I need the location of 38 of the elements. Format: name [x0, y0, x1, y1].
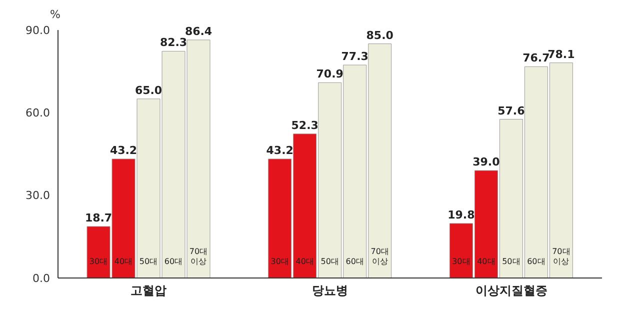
data-label: 86.4	[184, 24, 212, 38]
data-label: 52.3	[291, 118, 318, 132]
text: 30대	[270, 257, 289, 266]
text: 70대 이상	[370, 247, 389, 266]
data-label: 19.8	[448, 208, 475, 222]
data-label: 39.0	[472, 156, 500, 169]
data-label: 78.1	[548, 48, 575, 61]
data-label: 76.7	[522, 52, 550, 65]
series-label: 30대	[452, 257, 470, 266]
data-label: 65.0	[134, 84, 162, 97]
y-tick-label: 60.0	[26, 106, 50, 120]
text: 60대	[346, 257, 364, 266]
x-tick-label: 이상지질혈증	[475, 284, 548, 298]
data-label: 43.2	[110, 144, 138, 157]
text: 50대	[139, 257, 158, 266]
data-label: 57.6	[498, 104, 526, 118]
text: 60대	[164, 257, 183, 266]
text: 40대	[296, 257, 314, 266]
y-tick-label: 0.0	[32, 272, 50, 285]
data-label: 43.2	[266, 144, 294, 157]
data-label: 85.0	[366, 28, 394, 42]
x-tick-label: 고혈압	[130, 284, 167, 298]
text: 40대	[114, 257, 133, 266]
data-label: 82.3	[160, 36, 188, 50]
series-label: 40대	[477, 257, 496, 266]
text: 70대 이상	[189, 247, 208, 266]
y-tick-label: 30.0	[26, 189, 50, 202]
series-label: 50대	[502, 257, 520, 266]
series-label: 70대 이상	[552, 247, 570, 266]
x-tick-label: 당뇨병	[312, 284, 348, 298]
data-label: 77.3	[341, 50, 368, 63]
series-label: 60대	[527, 257, 546, 266]
y-tick-label: 90.0	[26, 24, 50, 37]
text: 50대	[320, 257, 339, 266]
data-label: 18.7	[84, 211, 112, 224]
text: 30대	[89, 257, 108, 266]
y-axis-title: %	[50, 8, 60, 21]
data-label: 70.9	[316, 68, 344, 81]
